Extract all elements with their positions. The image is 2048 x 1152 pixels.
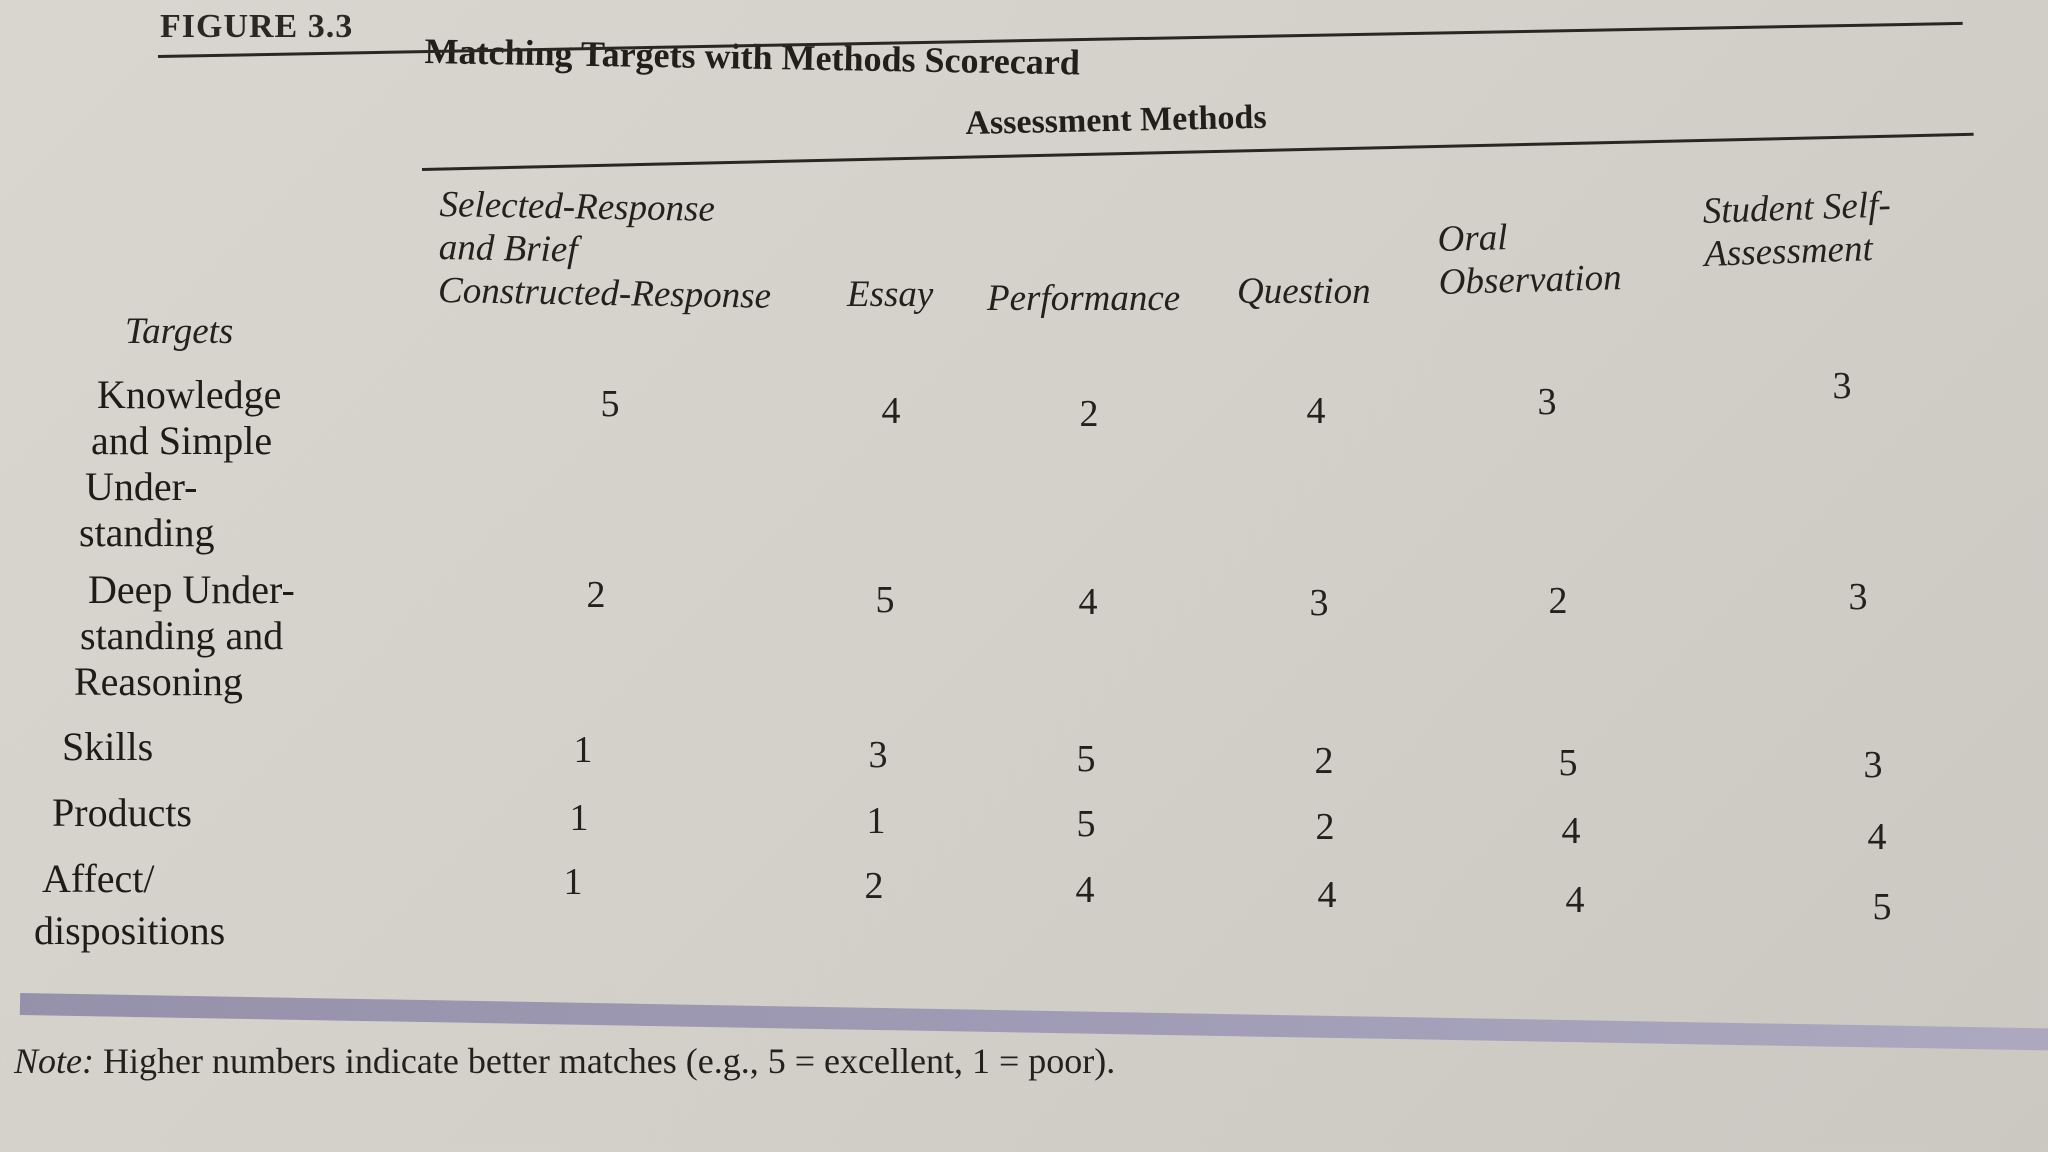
table-note: Note: Higher numbers indicate better mat… bbox=[14, 1040, 1115, 1082]
row-label-deep-understanding: Deep Under- standing and Reasoning bbox=[74, 567, 295, 704]
score-cell: 1 bbox=[573, 729, 593, 771]
methods-rule bbox=[421, 132, 1974, 171]
score-cell: 3 bbox=[1863, 744, 1883, 786]
score-cell: 4 bbox=[1306, 390, 1326, 432]
score-cell: 4 bbox=[1867, 816, 1887, 858]
assessment-methods-heading: Assessment Methods bbox=[965, 98, 1267, 142]
score-cell: 1 bbox=[866, 800, 886, 842]
note-prefix: Note: bbox=[14, 1041, 94, 1081]
row-label-affect: Affect/ dispositions bbox=[34, 856, 226, 953]
score-cell: 5 bbox=[1558, 742, 1578, 784]
score-cell: 4 bbox=[881, 390, 901, 432]
row-label-skills: Skills bbox=[62, 724, 154, 769]
score-cell: 4 bbox=[1561, 810, 1581, 852]
figure-label: FIGURE 3.3 bbox=[160, 8, 354, 45]
note-text: Higher numbers indicate better matches (… bbox=[93, 1041, 1116, 1081]
score-cell: 4 bbox=[1078, 581, 1098, 623]
column-header-student-self-assessment: Student Self- Assessment bbox=[1702, 184, 1892, 275]
score-cell: 5 bbox=[1076, 803, 1096, 845]
score-cell: 2 bbox=[586, 574, 606, 616]
score-cell: 1 bbox=[569, 797, 589, 839]
score-cell: 1 bbox=[563, 861, 583, 903]
column-header-question: Question bbox=[1237, 271, 1371, 312]
column-header-essay: Essay bbox=[847, 274, 934, 315]
score-cell: 3 bbox=[868, 734, 888, 776]
score-cell: 4 bbox=[1565, 879, 1585, 921]
row-label-knowledge: Knowledge and Simple Under- standing bbox=[79, 372, 282, 555]
figure-title: Matching Targets with Methods Scorecard bbox=[424, 30, 1081, 83]
score-cell: 3 bbox=[1537, 381, 1557, 423]
score-cell: 2 bbox=[1548, 580, 1568, 622]
score-cell: 2 bbox=[1314, 740, 1334, 782]
column-header-performance: Performance bbox=[987, 278, 1181, 319]
row-label-products: Products bbox=[52, 790, 192, 835]
score-cell: 3 bbox=[1848, 576, 1868, 618]
score-cell: 3 bbox=[1309, 582, 1329, 624]
targets-heading: Targets bbox=[125, 311, 234, 352]
column-header-oral-observation: Oral Observation bbox=[1437, 217, 1623, 303]
score-cell: 5 bbox=[1872, 886, 1892, 928]
column-header-selected-response: Selected-Response and Brief Constructed-… bbox=[437, 183, 772, 317]
score-cell: 4 bbox=[1317, 874, 1337, 916]
score-cell: 2 bbox=[1079, 393, 1099, 435]
score-cell: 5 bbox=[1076, 738, 1096, 780]
score-cell: 2 bbox=[864, 865, 884, 907]
score-cell: 5 bbox=[875, 579, 895, 621]
score-cell: 4 bbox=[1075, 869, 1095, 911]
score-cell: 2 bbox=[1315, 806, 1335, 848]
score-cell: 3 bbox=[1832, 365, 1852, 407]
score-cell: 5 bbox=[600, 383, 620, 425]
